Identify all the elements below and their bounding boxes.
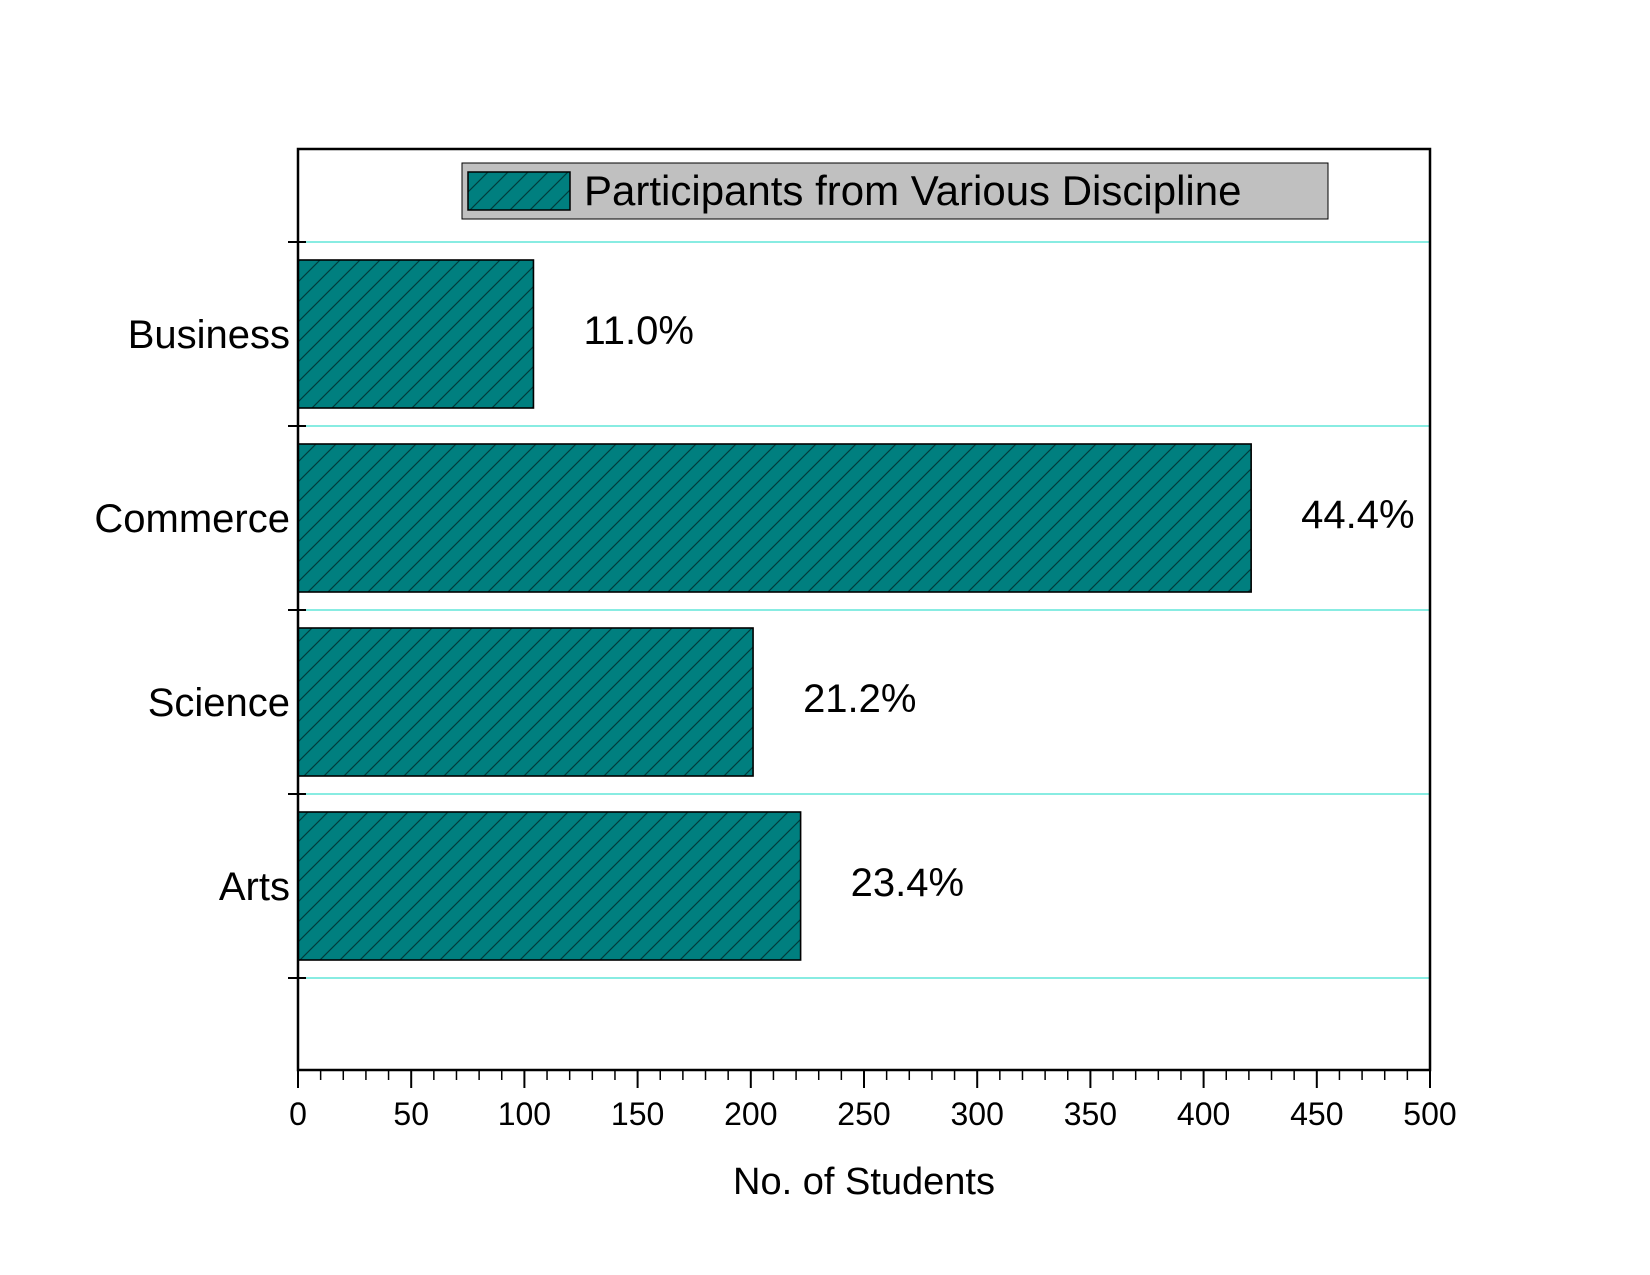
data-label-arts: 23.4% [851,861,964,905]
legend-swatch [467,171,571,211]
x-tick-label: 300 [951,1096,1004,1132]
bar-science [297,627,754,777]
bar-business [297,259,535,409]
x-tick-label: 500 [1403,1096,1456,1132]
bars [297,259,1252,961]
x-tick-label: 200 [724,1096,777,1132]
bar-arts [297,811,802,961]
x-tick-label: 50 [393,1096,429,1132]
data-label-science: 21.2% [803,677,916,721]
gridlines [298,241,1430,979]
x-tick-label: 100 [498,1096,551,1132]
category-label-commerce: Commerce [94,497,290,541]
data-label-business: 11.0% [583,309,693,353]
x-axis-title: No. of Students [733,1161,995,1203]
x-tick-label: 400 [1177,1096,1230,1132]
data-labels: 11.0% 44.4% 21.2% 23.4% [583,309,1414,905]
legend-label: Participants from Various Discipline [584,167,1241,214]
bar-commerce [297,443,1252,593]
data-label-commerce: 44.4% [1301,493,1414,537]
legend: Participants from Various Discipline [461,162,1329,220]
x-tick-label: 0 [289,1096,307,1132]
category-label-business: Business [128,313,290,357]
x-axis-ticks: 0 50 100 150 200 250 300 350 400 450 500 [289,1070,1457,1132]
x-tick-label: 150 [611,1096,664,1132]
x-tick-label: 350 [1064,1096,1117,1132]
category-label-arts: Arts [219,865,290,909]
category-labels: Business Commerce Science Arts [94,313,290,909]
legend-box [461,162,1329,220]
x-tick-label: 450 [1290,1096,1343,1132]
category-label-science: Science [148,681,290,725]
y-axis-ticks [288,241,306,979]
x-tick-label: 250 [837,1096,890,1132]
